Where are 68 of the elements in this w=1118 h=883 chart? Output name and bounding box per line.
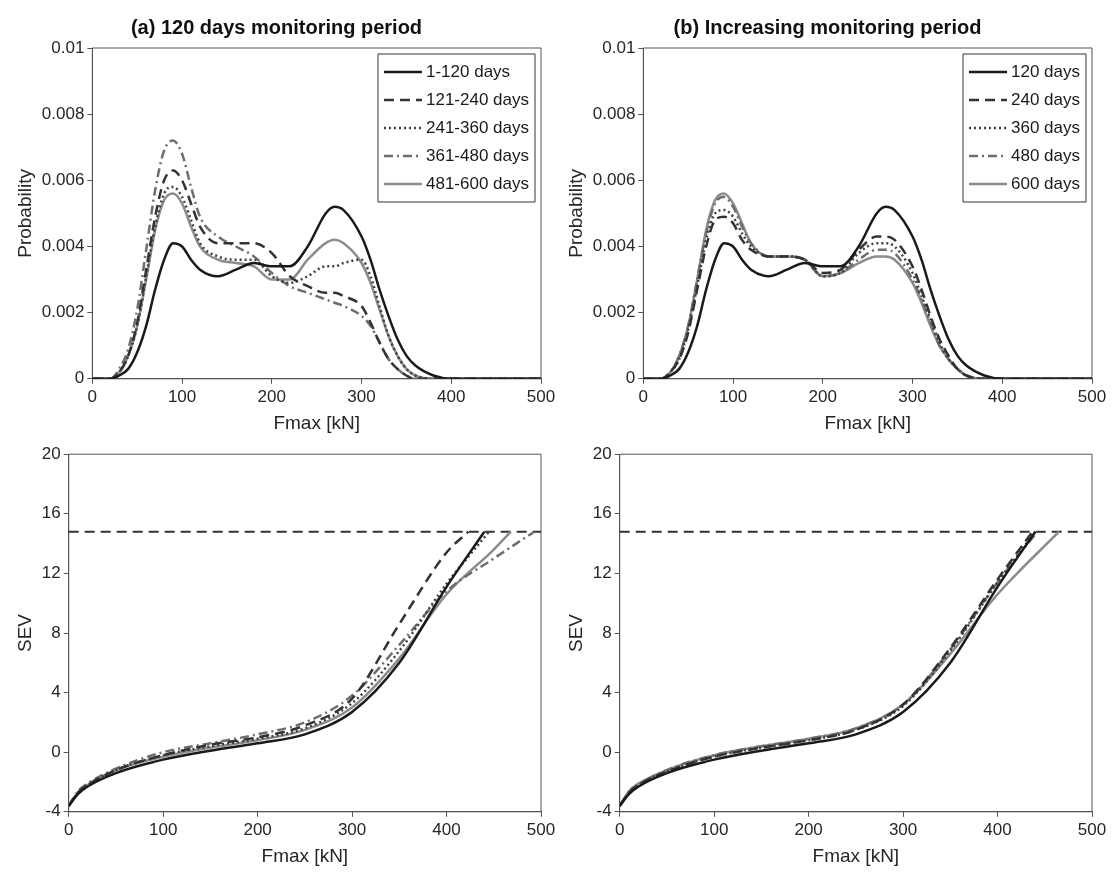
y-tick-label: 0.004: [41, 236, 85, 256]
x-tick-label: 400: [988, 386, 1017, 406]
y-tick-label: 16: [592, 503, 612, 523]
legend-label: 360 days: [1011, 117, 1080, 137]
x-tick-label: 200: [794, 819, 823, 839]
x-tick-label: 200: [243, 819, 272, 839]
y-tick-label: 0.002: [41, 302, 85, 322]
y-axis-title: SEV: [564, 613, 586, 653]
x-axis-title: Fmax [kN]: [812, 844, 900, 866]
chart-title: (b) Increasing monitoring period: [673, 15, 982, 38]
x-tick-label: 500: [526, 386, 556, 406]
y-tick-label: 0: [602, 741, 612, 761]
x-tick-label: 400: [437, 386, 466, 406]
y-tick-label: 0.002: [592, 302, 636, 322]
y-tick-label: 0: [625, 368, 636, 388]
y-tick-label: 0.01: [602, 37, 636, 57]
x-tick-label: 500: [526, 819, 556, 839]
y-axis-title: Probability: [564, 168, 586, 258]
x-tick-label: 300: [888, 819, 918, 839]
legend-label: 480 days: [1011, 145, 1080, 165]
legend-label: 481-600 days: [425, 173, 530, 193]
x-tick-label: 0: [638, 386, 649, 406]
y-tick-label: -4: [45, 801, 61, 821]
x-tick-label: 200: [257, 386, 286, 406]
x-tick-label: 100: [718, 386, 748, 406]
y-tick-label: 20: [41, 443, 61, 463]
x-tick-label: 300: [347, 386, 376, 406]
y-tick-label: 20: [592, 443, 612, 463]
x-tick-label: 100: [699, 819, 729, 839]
y-tick-label: 0: [51, 741, 61, 761]
x-tick-label: 200: [808, 386, 837, 406]
legend-label: 361-480 days: [425, 145, 530, 165]
legend-label: 241-360 days: [425, 117, 530, 137]
y-tick-label: 8: [51, 622, 61, 642]
y-axis-title: Probability: [13, 168, 35, 258]
x-tick-label: 400: [432, 819, 461, 839]
y-tick-label: 0.006: [41, 170, 85, 190]
x-axis-title: Fmax [kN]: [273, 411, 360, 433]
x-tick-label: 0: [87, 386, 98, 406]
y-tick-label: 0.004: [592, 236, 636, 256]
x-axis-title: Fmax [kN]: [261, 844, 349, 866]
y-tick-label: 0.01: [51, 37, 85, 57]
x-tick-label: 400: [983, 819, 1012, 839]
y-tick-label: 0.008: [592, 103, 636, 123]
y-tick-label: 8: [602, 622, 612, 642]
y-tick-label: 0: [74, 368, 85, 388]
y-tick-label: 0.008: [41, 103, 85, 123]
y-tick-label: 12: [41, 563, 61, 583]
x-tick-label: 300: [337, 819, 367, 839]
x-tick-label: 500: [1077, 386, 1107, 406]
legend-label: 600 days: [1011, 173, 1080, 193]
x-tick-label: 100: [148, 819, 178, 839]
x-axis-title: Fmax [kN]: [824, 411, 911, 433]
y-tick-label: 4: [51, 682, 61, 702]
legend-label: 120 days: [1011, 61, 1080, 81]
legend-label: 121-240 days: [425, 89, 530, 109]
y-tick-label: 4: [602, 682, 612, 702]
legend-label: 240 days: [1011, 89, 1080, 109]
x-tick-label: 300: [898, 386, 927, 406]
legend-label: 1-120 days: [425, 61, 511, 81]
y-axis-title: SEV: [13, 613, 35, 653]
x-tick-label: 500: [1077, 819, 1107, 839]
chart-title: (a) 120 days monitoring period: [130, 15, 423, 38]
y-tick-label: 0.006: [592, 170, 636, 190]
y-tick-label: -4: [596, 801, 612, 821]
y-tick-label: 16: [41, 503, 61, 523]
x-tick-label: 100: [167, 386, 197, 406]
y-tick-label: 12: [592, 563, 612, 583]
